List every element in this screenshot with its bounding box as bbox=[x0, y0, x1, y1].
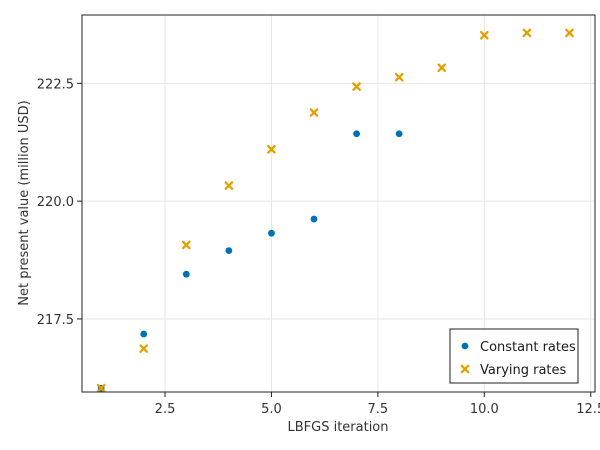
data-point bbox=[181, 240, 191, 250]
data-point bbox=[394, 72, 404, 82]
data-point bbox=[479, 30, 489, 40]
x-tick-label: 5.0 bbox=[261, 402, 282, 417]
y-tick-label: 222.5 bbox=[37, 77, 74, 92]
x-axis-label: LBFGS iteration bbox=[287, 420, 388, 435]
x-tick-label: 10.0 bbox=[470, 402, 499, 417]
data-point bbox=[139, 344, 149, 353]
y-tick-label: 217.5 bbox=[37, 313, 74, 328]
legend-marker bbox=[461, 342, 469, 350]
legend-label: Varying rates bbox=[480, 363, 567, 378]
plot-frame bbox=[81, 14, 596, 393]
data-point bbox=[353, 130, 360, 138]
data-point bbox=[352, 82, 361, 91]
data-point bbox=[565, 28, 574, 38]
legend: Constant rates Varying rates bbox=[449, 328, 579, 384]
grid bbox=[82, 15, 595, 392]
data-point bbox=[225, 247, 233, 255]
data-point bbox=[140, 330, 148, 338]
y-tick-label: 220.0 bbox=[37, 195, 74, 210]
legend-label: Constant rates bbox=[480, 340, 576, 355]
data-point bbox=[268, 229, 275, 237]
data-point bbox=[267, 144, 276, 154]
data-point bbox=[522, 28, 532, 38]
x-tick-label: 12.5 bbox=[576, 402, 600, 417]
x-tick-label: 2.5 bbox=[155, 402, 176, 417]
ticks: 2.5 5.0 7.5 10.0 12.5 217.5 220.0 222.5 bbox=[37, 77, 600, 417]
x-tick-label: 7.5 bbox=[368, 402, 389, 417]
legend-marker bbox=[460, 364, 470, 374]
data-point bbox=[224, 181, 234, 190]
data-point bbox=[96, 383, 106, 393]
series-2 bbox=[96, 28, 574, 393]
data-point bbox=[395, 130, 403, 138]
data-point bbox=[309, 108, 319, 117]
y-axis-label: Net present value (million USD) bbox=[17, 100, 32, 306]
data-point bbox=[437, 63, 447, 73]
legend-box bbox=[449, 328, 579, 384]
series-layer bbox=[96, 28, 574, 393]
data-point bbox=[182, 270, 190, 278]
data-point bbox=[310, 215, 318, 223]
